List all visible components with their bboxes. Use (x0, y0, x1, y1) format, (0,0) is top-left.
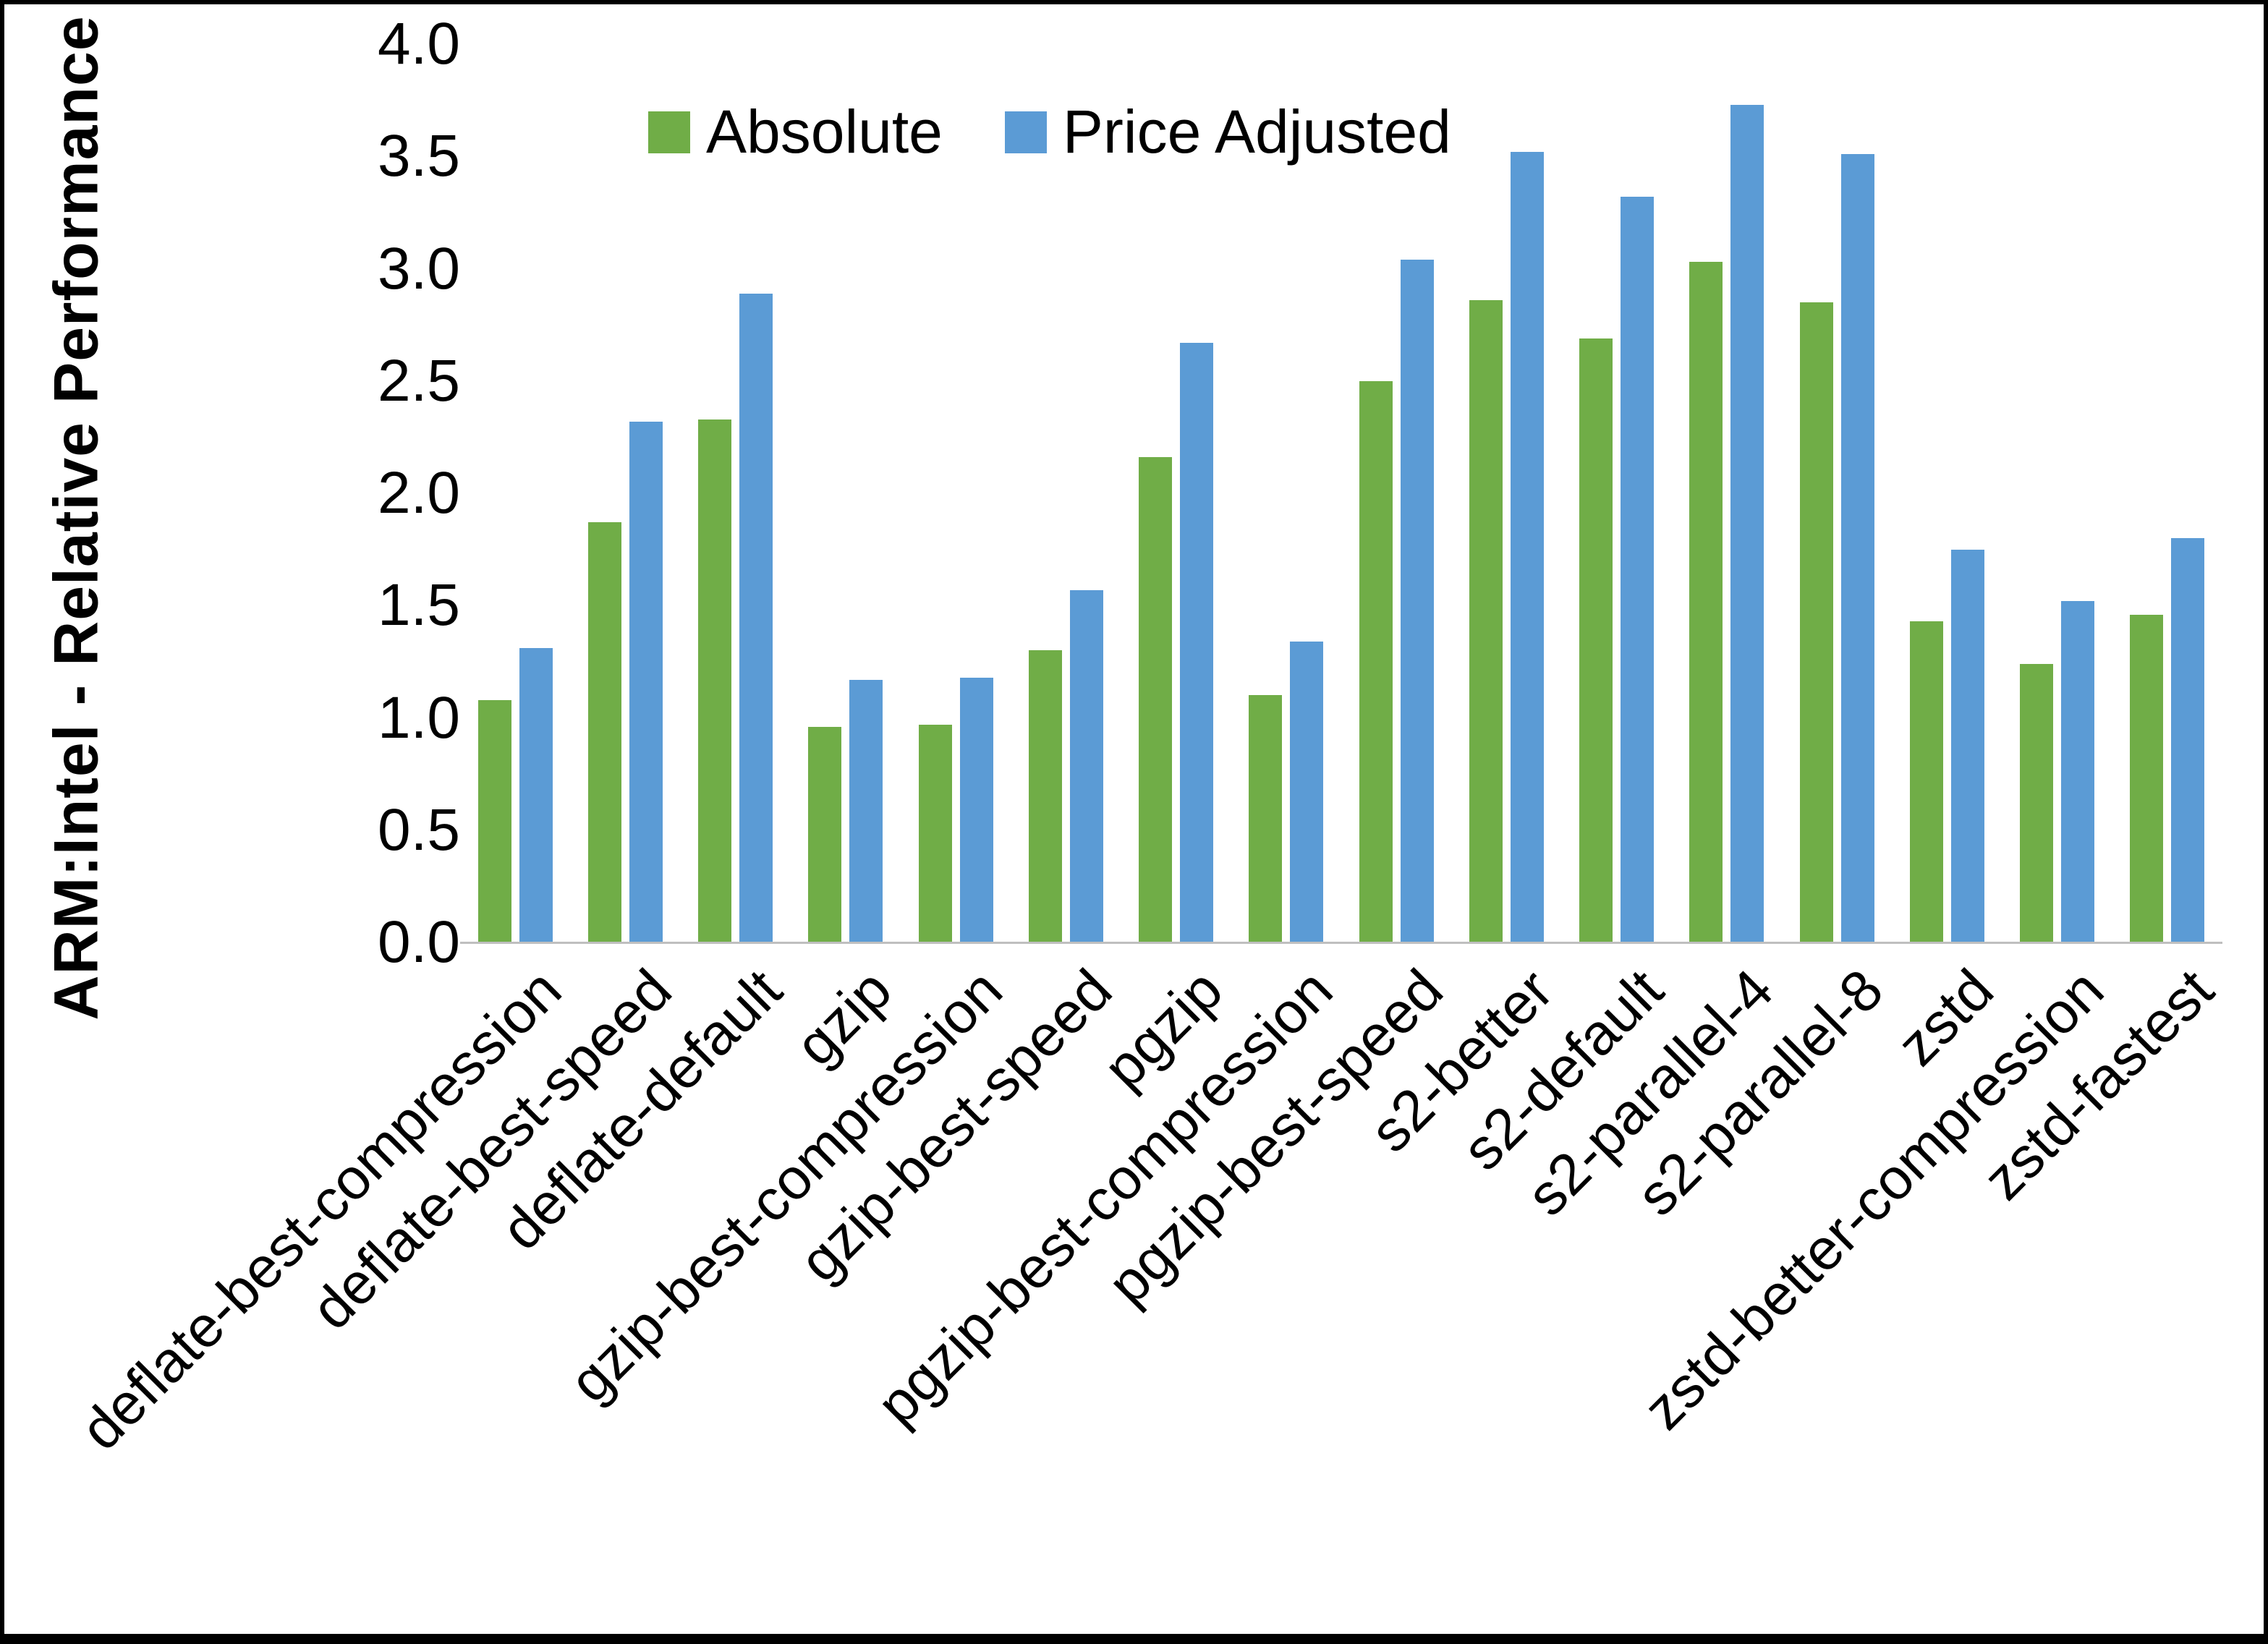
bar-absolute-gzip (808, 726, 842, 942)
y-tick-label-4.0: 4.0 (378, 11, 460, 77)
bar-price-adjusted-zstd-better-compression (2061, 601, 2095, 942)
bar-absolute-zstd (1909, 621, 1943, 942)
y-tick-label-3.0: 3.0 (378, 235, 460, 302)
bar-absolute-pgzip-best-compression (1249, 695, 1283, 942)
bar-absolute-zstd-fastest (2130, 614, 2164, 942)
bar-group-s2-better (1451, 44, 1561, 942)
legend-label-price-adjusted: Price Adjusted (1062, 98, 1451, 166)
bar-absolute-s2-parallel-8 (1799, 302, 1833, 942)
legend: Absolute Price Adjusted (648, 97, 1451, 167)
bar-group-zstd (1892, 44, 2002, 942)
bar-group-gzip (791, 44, 901, 942)
bar-price-adjusted-gzip (849, 679, 883, 942)
legend-item-absolute: Absolute (648, 97, 943, 167)
bar-group-deflate-best-speed (570, 44, 680, 942)
bar-price-adjusted-deflate-default (739, 293, 773, 942)
bar-price-adjusted-zstd (1950, 549, 1984, 942)
bar-absolute-pgzip (1139, 457, 1173, 942)
bar-absolute-deflate-default (698, 419, 732, 942)
bar-price-adjusted-deflate-best-speed (629, 421, 663, 942)
y-tick-label-2.5: 2.5 (378, 347, 460, 414)
bar-price-adjusted-s2-parallel-8 (1840, 154, 1874, 942)
bar-group-zstd-fastest (2112, 44, 2222, 942)
x-axis-line (460, 942, 2222, 944)
bar-group-s2-default (1562, 44, 1672, 942)
plot-area (460, 44, 2222, 942)
bar-absolute-deflate-best-compression (477, 699, 511, 942)
legend-label-absolute: Absolute (706, 98, 943, 166)
legend-swatch-absolute-icon (648, 111, 690, 153)
bar-absolute-s2-default (1579, 338, 1613, 942)
bar-group-pgzip-best-speed (1341, 44, 1451, 942)
bar-price-adjusted-pgzip (1180, 342, 1214, 942)
bar-price-adjusted-gzip-best-compression (959, 677, 993, 942)
bar-group-deflate-best-compression (460, 44, 570, 942)
bar-absolute-zstd-better-compression (2020, 663, 2054, 942)
bar-price-adjusted-zstd-fastest (2171, 538, 2205, 942)
bar-absolute-deflate-best-speed (587, 522, 621, 942)
bar-group-deflate-default (681, 44, 791, 942)
y-axis-title: ARM:Intel - Relative Performance (41, 15, 111, 1021)
bar-price-adjusted-pgzip-best-speed (1400, 260, 1434, 942)
bar-group-zstd-better-compression (2002, 44, 2112, 942)
bar-absolute-gzip-best-speed (1028, 650, 1062, 942)
bar-group-s2-parallel-8 (1782, 44, 1892, 942)
legend-item-price-adjusted: Price Adjusted (1004, 97, 1451, 167)
y-tick-label-2.0: 2.0 (378, 460, 460, 526)
bar-group-s2-parallel-4 (1672, 44, 1782, 942)
y-tick-label-0.5: 0.5 (378, 796, 460, 863)
bar-absolute-s2-parallel-4 (1689, 262, 1723, 942)
bar-price-adjusted-pgzip-best-compression (1290, 641, 1324, 942)
bar-price-adjusted-s2-parallel-4 (1730, 104, 1764, 942)
bar-price-adjusted-s2-better (1510, 152, 1544, 942)
bar-price-adjusted-gzip-best-speed (1069, 589, 1103, 942)
bar-group-gzip-best-speed (1011, 44, 1121, 942)
y-tick-label-0.0: 0.0 (378, 909, 460, 975)
bar-absolute-pgzip-best-speed (1359, 380, 1393, 942)
bar-price-adjusted-s2-default (1621, 197, 1655, 942)
bar-absolute-s2-better (1469, 299, 1503, 942)
bar-absolute-gzip-best-compression (918, 724, 952, 942)
bar-group-gzip-best-compression (901, 44, 1011, 942)
y-tick-label-1.5: 1.5 (378, 572, 460, 639)
legend-swatch-price-adjusted-icon (1004, 111, 1047, 153)
y-tick-label-1.0: 1.0 (378, 684, 460, 751)
bar-price-adjusted-deflate-best-compression (519, 648, 553, 942)
bar-group-pgzip-best-compression (1231, 44, 1341, 942)
y-tick-label-3.5: 3.5 (378, 123, 460, 189)
bar-group-pgzip (1121, 44, 1231, 942)
